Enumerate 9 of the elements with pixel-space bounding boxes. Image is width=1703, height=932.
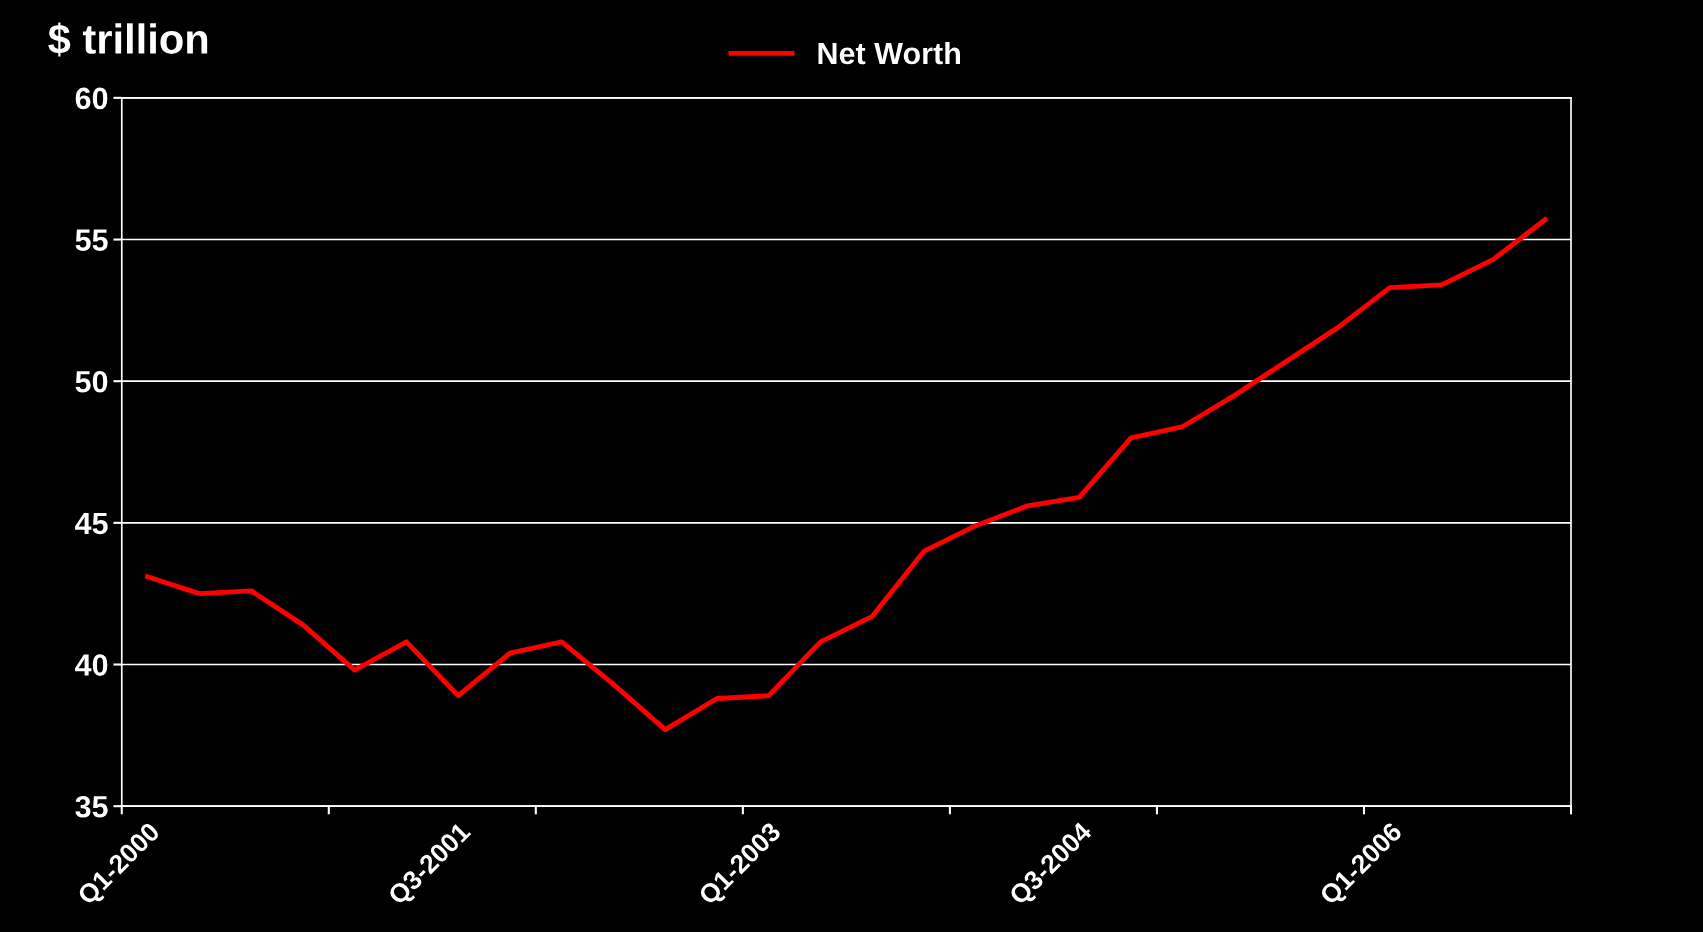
y-axis-title: $ trillion <box>48 22 208 57</box>
y-tick-label: 50 <box>75 370 108 393</box>
y-tick-label: 55 <box>75 229 108 251</box>
y-tick-label: 40 <box>75 654 108 676</box>
y-tick-label: 35 <box>75 795 108 818</box>
legend-label: Net Worth <box>818 41 960 65</box>
line-series <box>145 217 1548 733</box>
y-tick-label: 60 <box>75 87 108 110</box>
y-tick-label: 45 <box>75 512 108 535</box>
